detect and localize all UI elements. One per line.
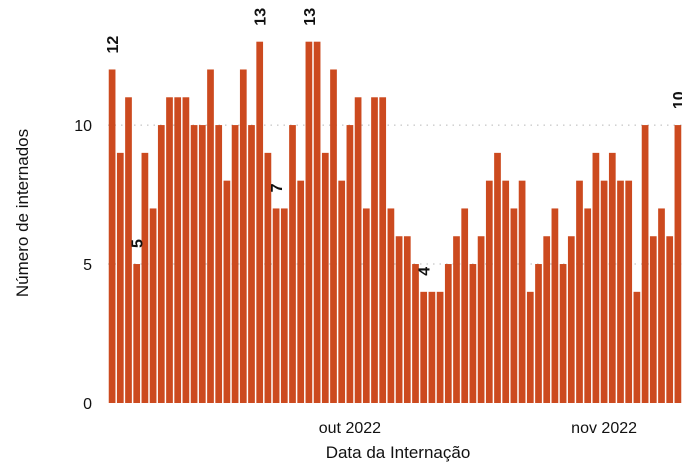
bar bbox=[182, 97, 190, 403]
bar bbox=[133, 264, 141, 403]
bar bbox=[354, 97, 362, 403]
bar bbox=[297, 180, 305, 403]
bar bbox=[264, 152, 272, 403]
bar bbox=[207, 69, 214, 403]
bar bbox=[362, 208, 370, 403]
bar bbox=[666, 236, 674, 403]
bar bbox=[108, 69, 116, 403]
y-tick-label: 0 bbox=[83, 396, 92, 413]
y-axis-title: Número de internados bbox=[13, 129, 32, 297]
bar bbox=[485, 180, 493, 403]
bar bbox=[280, 208, 288, 403]
bar bbox=[551, 208, 559, 403]
bar bbox=[157, 125, 165, 403]
bar bbox=[166, 97, 173, 403]
bar bbox=[141, 152, 149, 403]
y-tick-label: 10 bbox=[74, 118, 92, 135]
bar bbox=[510, 208, 518, 403]
bar-label: 4 bbox=[417, 267, 434, 276]
bar bbox=[674, 125, 682, 403]
bar bbox=[576, 180, 583, 403]
bar bbox=[330, 69, 337, 403]
gridlines bbox=[108, 124, 682, 265]
bar bbox=[502, 180, 510, 403]
bar bbox=[174, 97, 182, 403]
bar bbox=[641, 125, 649, 403]
bar bbox=[215, 125, 223, 403]
bar-label: 5 bbox=[130, 239, 147, 248]
bar bbox=[403, 236, 411, 403]
bar bbox=[420, 291, 428, 403]
bar bbox=[256, 41, 264, 403]
bar bbox=[584, 208, 592, 403]
bar bbox=[116, 152, 124, 403]
bar bbox=[543, 236, 551, 403]
x-axis-title: Data da Internação bbox=[326, 443, 471, 462]
y-tick-label: 5 bbox=[83, 257, 92, 274]
bar bbox=[428, 291, 436, 403]
x-tick-label: nov 2022 bbox=[571, 420, 637, 437]
bar bbox=[649, 236, 657, 403]
bar bbox=[272, 208, 280, 403]
bar-label: 10 bbox=[671, 91, 682, 109]
bar bbox=[371, 97, 378, 403]
y-axis-ticks: 0 5 10 bbox=[74, 118, 92, 413]
bar-labels: 12 5 13 7 13 4 10 bbox=[105, 8, 682, 276]
bar-label: 13 bbox=[302, 8, 319, 26]
bar-label: 7 bbox=[269, 183, 286, 192]
bar bbox=[526, 291, 534, 403]
bar bbox=[149, 208, 157, 403]
bar bbox=[600, 180, 608, 403]
bar bbox=[436, 291, 444, 403]
bar bbox=[592, 152, 600, 403]
bar bbox=[321, 152, 329, 403]
bar bbox=[305, 41, 313, 403]
bar bbox=[346, 125, 354, 403]
bar bbox=[567, 236, 575, 403]
bar bbox=[379, 97, 387, 403]
bar bbox=[223, 180, 231, 403]
bar bbox=[289, 125, 296, 403]
bar bbox=[338, 180, 346, 403]
x-tick-label: out 2022 bbox=[319, 420, 381, 437]
bar bbox=[248, 125, 255, 403]
bar bbox=[453, 236, 460, 403]
x-axis-ticks: out 2022 nov 2022 bbox=[319, 420, 637, 437]
bar bbox=[477, 236, 485, 403]
bar bbox=[231, 125, 239, 403]
bar-label: 12 bbox=[105, 36, 122, 54]
bar bbox=[625, 180, 633, 403]
bar bbox=[313, 41, 321, 403]
bar-label: 13 bbox=[253, 8, 270, 26]
bar bbox=[469, 264, 477, 403]
bar bbox=[395, 236, 403, 403]
bar bbox=[387, 208, 395, 403]
bar bbox=[617, 180, 624, 403]
bar bbox=[239, 69, 247, 403]
bar bbox=[658, 208, 665, 403]
bars bbox=[108, 41, 682, 403]
bar bbox=[608, 152, 616, 403]
bar bbox=[444, 264, 452, 403]
bar bbox=[535, 264, 542, 403]
bar bbox=[198, 125, 206, 403]
bar bbox=[518, 180, 526, 403]
bar bbox=[412, 264, 419, 403]
bar bbox=[494, 152, 501, 403]
bar bbox=[125, 97, 132, 403]
bar bbox=[461, 208, 469, 403]
bar bbox=[559, 264, 567, 403]
bar bbox=[190, 125, 198, 403]
bar bbox=[633, 291, 641, 403]
